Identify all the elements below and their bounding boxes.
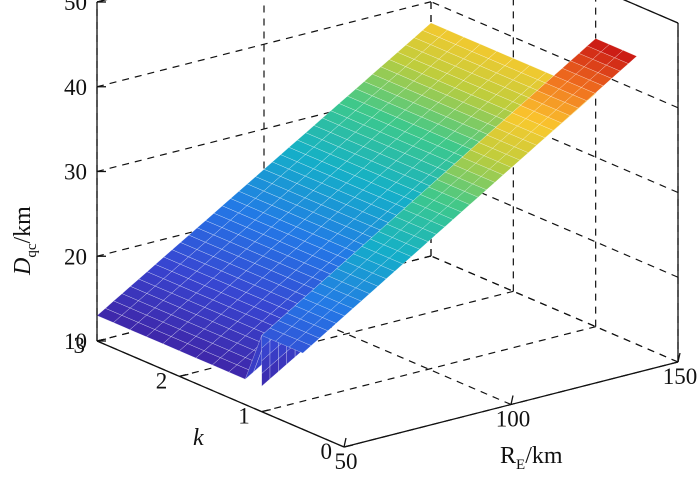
x-tick [677, 352, 681, 363]
y-tick-label: 2 [156, 368, 168, 393]
grid-line-floor-y [261, 326, 596, 413]
grid-line-back-z [96, 0, 108, 3]
x-tick [343, 437, 347, 448]
z-tick-label: 30 [64, 160, 87, 185]
y-tick [179, 373, 189, 377]
grid-line-right-z [430, 1, 679, 109]
y-axis-line [96, 340, 345, 448]
z-axis-label: Dqc/km [10, 206, 40, 276]
tick-marks [96, 1, 681, 448]
y-tick-label: 1 [238, 404, 250, 429]
z-tick-label: 10 [64, 329, 87, 354]
box-edge [96, 0, 108, 3]
y-tick-label: 3 [74, 333, 86, 358]
grid-line-back-z [96, 1, 432, 88]
z-tick-label: 40 [64, 75, 87, 100]
y-tick [261, 409, 271, 413]
y-tick-label: 0 [321, 439, 333, 464]
tick-labels: 50 100 150 0 1 2 310 20 30 40 50 [64, 0, 697, 474]
z-tick-label: 50 [64, 0, 87, 15]
surface-mesh [96, 22, 638, 387]
box-edge [622, 0, 679, 24]
surface-patch [614, 50, 638, 64]
x-tick-label: 50 [335, 449, 358, 474]
grid-line-right-z [622, 0, 679, 24]
z-tick-label: 20 [64, 244, 87, 269]
y-tick [343, 444, 354, 448]
x-axis-label: RE/km [500, 443, 563, 473]
x-tick-label: 100 [496, 407, 531, 432]
x-tick-label: 150 [663, 364, 698, 389]
grid-line-right-z [430, 255, 679, 363]
x-tick [510, 395, 514, 405]
y-axis-label: k [193, 425, 204, 451]
